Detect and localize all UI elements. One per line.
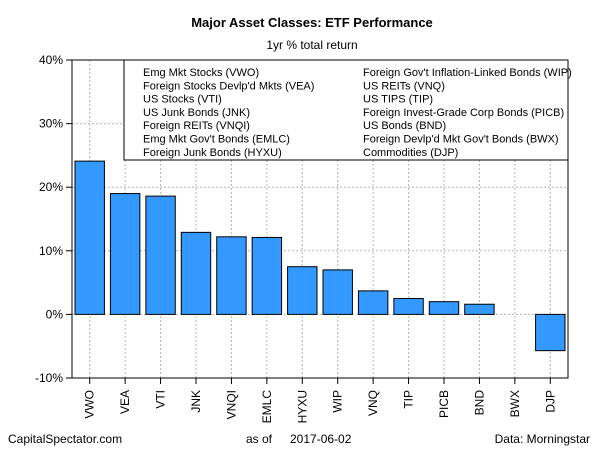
legend-entry: US TIPS (TIP) — [363, 94, 433, 106]
x-tick-label-vnqi: VNQI — [224, 390, 238, 419]
legend-entry: US Junk Bonds (JNK) — [143, 107, 250, 119]
y-tick-label: 0% — [46, 307, 64, 321]
bar-tip — [393, 298, 424, 315]
x-tick-label-picb: PICB — [437, 390, 451, 418]
x-tick-label-vea: VEA — [118, 390, 132, 414]
bar-djp — [535, 313, 566, 352]
bars-layer — [74, 160, 566, 352]
y-axis: -10% 0% 10% 20% 30% 40% — [35, 53, 72, 385]
legend-right-column: Foreign Gov't Inflation-Linked Bonds (WI… — [363, 67, 572, 159]
legend-entry: Foreign Junk Bonds (HYXU) — [143, 147, 282, 159]
as-of-label: as of — [246, 432, 273, 446]
legend-entry: US Bonds (BND) — [363, 120, 446, 132]
x-tick-label-vnq: VNQ — [366, 390, 380, 416]
y-tick-label: 40% — [39, 53, 63, 67]
x-tick-label-bnd: BND — [472, 390, 486, 416]
x-axis: VWO VEA VTI JNK VNQI EMLC HYXU WIP VNQ TIP PICB BND… — [83, 378, 557, 424]
x-tick-label-emlc: EMLC — [260, 390, 274, 424]
bar-bnd — [464, 303, 495, 315]
legend: Emg Mkt Stocks (VWO)Foreign Stocks Devlp… — [123, 59, 572, 161]
y-tick-label: 10% — [39, 244, 63, 258]
legend-entry: US REITs (VNQ) — [363, 80, 445, 92]
chart-title: Major Asset Classes: ETF Performance — [191, 15, 433, 30]
x-tick-label-tip: TIP — [402, 390, 416, 409]
bar-jnk — [180, 231, 212, 315]
legend-left-column: Emg Mkt Stocks (VWO)Foreign Stocks Devlp… — [143, 67, 314, 159]
y-tick-label: 20% — [39, 180, 63, 194]
data-credit-label: Data: Morningstar — [495, 432, 590, 446]
legend-entry: Foreign Invest-Grade Corp Bonds (PICB) — [363, 107, 564, 119]
x-tick-label-vti: VTI — [154, 390, 168, 409]
legend-entry: Foreign Devlp'd Mkt Gov't Bonds (BWX) — [363, 134, 559, 146]
bar-vti — [145, 195, 176, 315]
source-site-label: CapitalSpectator.com — [8, 432, 122, 446]
legend-entry: Foreign Gov't Inflation-Linked Bonds (WI… — [363, 67, 572, 79]
bar-hyxu — [287, 266, 318, 315]
x-tick-label-djp: DJP — [543, 390, 557, 413]
legend-box — [123, 59, 569, 161]
y-tick-label: 30% — [39, 117, 63, 131]
legend-entry: Commodities (DJP) — [363, 147, 458, 159]
y-tick-label: -10% — [35, 371, 63, 385]
bar-vea — [109, 193, 141, 315]
chart-subtitle: 1yr % total return — [266, 38, 357, 52]
legend-entry: Foreign Stocks Devlp'd Mkts (VEA) — [143, 80, 314, 92]
as-of-date: 2017-06-02 — [290, 432, 352, 446]
x-tick-label-jnk: JNK — [189, 390, 203, 413]
bar-vwo — [74, 160, 105, 315]
x-tick-label-wip: WIP — [331, 390, 345, 413]
legend-entry: Emg Mkt Stocks (VWO) — [143, 67, 259, 79]
bar-picb — [428, 301, 460, 315]
x-tick-label-vwo: VWO — [83, 390, 97, 419]
x-tick-label-hyxu: HYXU — [295, 390, 309, 423]
legend-entry: Foreign REITs (VNQI) — [143, 120, 250, 132]
x-tick-label-bwx: BWX — [508, 390, 522, 417]
bar-emlc — [251, 236, 283, 315]
bar-vnq — [357, 290, 389, 315]
legend-entry: US Stocks (VTI) — [143, 94, 222, 106]
legend-entry: Emg Mkt Gov't Bonds (EMLC) — [143, 134, 290, 146]
bar-vnqi — [216, 236, 247, 315]
bar-wip — [322, 269, 353, 315]
